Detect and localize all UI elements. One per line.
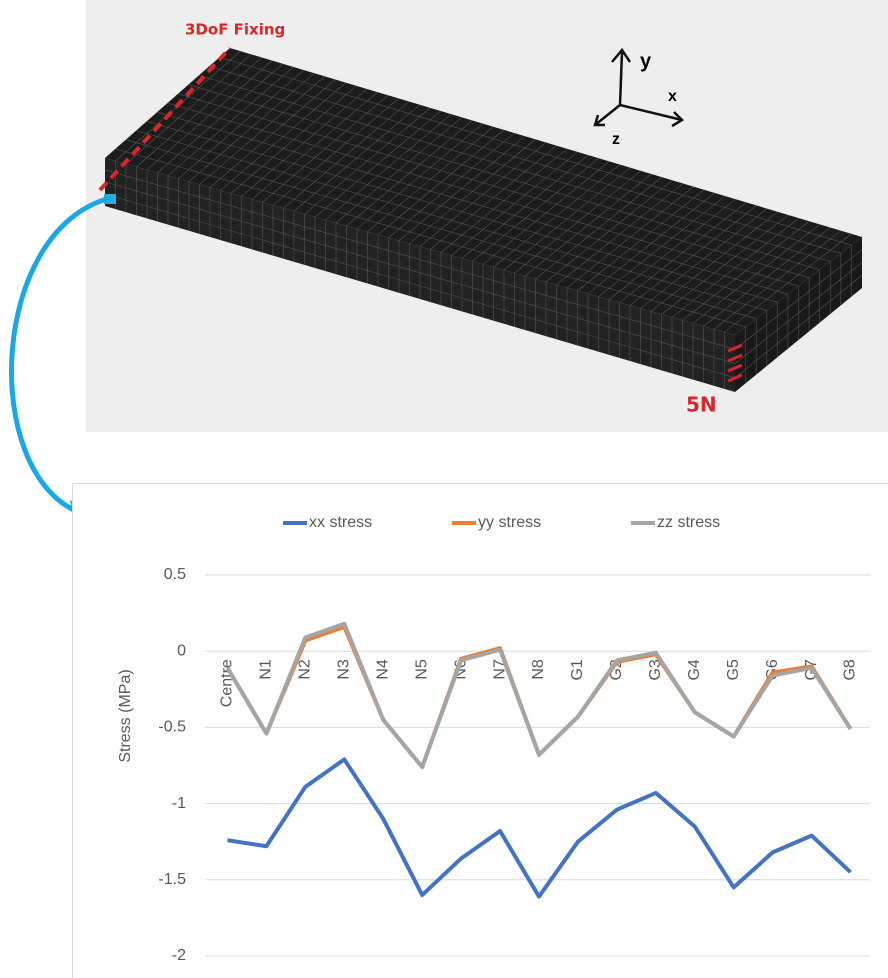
- x-tick-label: N5: [413, 659, 430, 680]
- legend-label: zz stress: [657, 514, 720, 531]
- x-tick-label: N3: [336, 659, 353, 680]
- chart: Stress (MPa) -2 -1.5 -1 -0.5 0 0.5 Centre N1 N2 N…: [73, 484, 888, 978]
- axis-z-label: z: [612, 131, 620, 148]
- legend-label: xx stress: [309, 514, 372, 531]
- y-tick-label: 0: [177, 642, 186, 659]
- x-tick-label: N4: [374, 659, 391, 680]
- x-tick-label: G5: [725, 659, 742, 680]
- axis-x-label: x: [668, 88, 677, 105]
- x-tick-label: N8: [530, 659, 547, 680]
- chart-frame: [73, 484, 888, 978]
- x-tick-label: G8: [842, 659, 859, 680]
- x-tick-label: G1: [569, 659, 586, 680]
- y-axis-title: Stress (MPa): [117, 669, 134, 762]
- x-tick-label: Centre: [219, 659, 236, 707]
- fixing-label: 3DoF Fixing: [185, 21, 285, 39]
- load-label: 5N: [686, 393, 717, 417]
- page: 3DoF Fixing 5N y x z Stress (MPa) -2 -1.5…: [0, 0, 888, 978]
- y-tick-label: -1.5: [158, 871, 186, 888]
- legend-label: yy stress: [478, 514, 541, 531]
- y-tick-label: 0.5: [164, 566, 186, 583]
- y-tick-label: -1: [172, 795, 186, 812]
- y-tick-label: -2: [172, 947, 186, 964]
- y-tick-label: -0.5: [158, 719, 186, 736]
- x-tick-label: N2: [297, 659, 314, 680]
- x-tick-label: N1: [258, 659, 275, 680]
- figure: 3DoF Fixing 5N y x z Stress (MPa) -2 -1.5…: [0, 0, 888, 978]
- axis-y-label: y: [640, 50, 652, 72]
- x-tick-label: G4: [686, 659, 703, 680]
